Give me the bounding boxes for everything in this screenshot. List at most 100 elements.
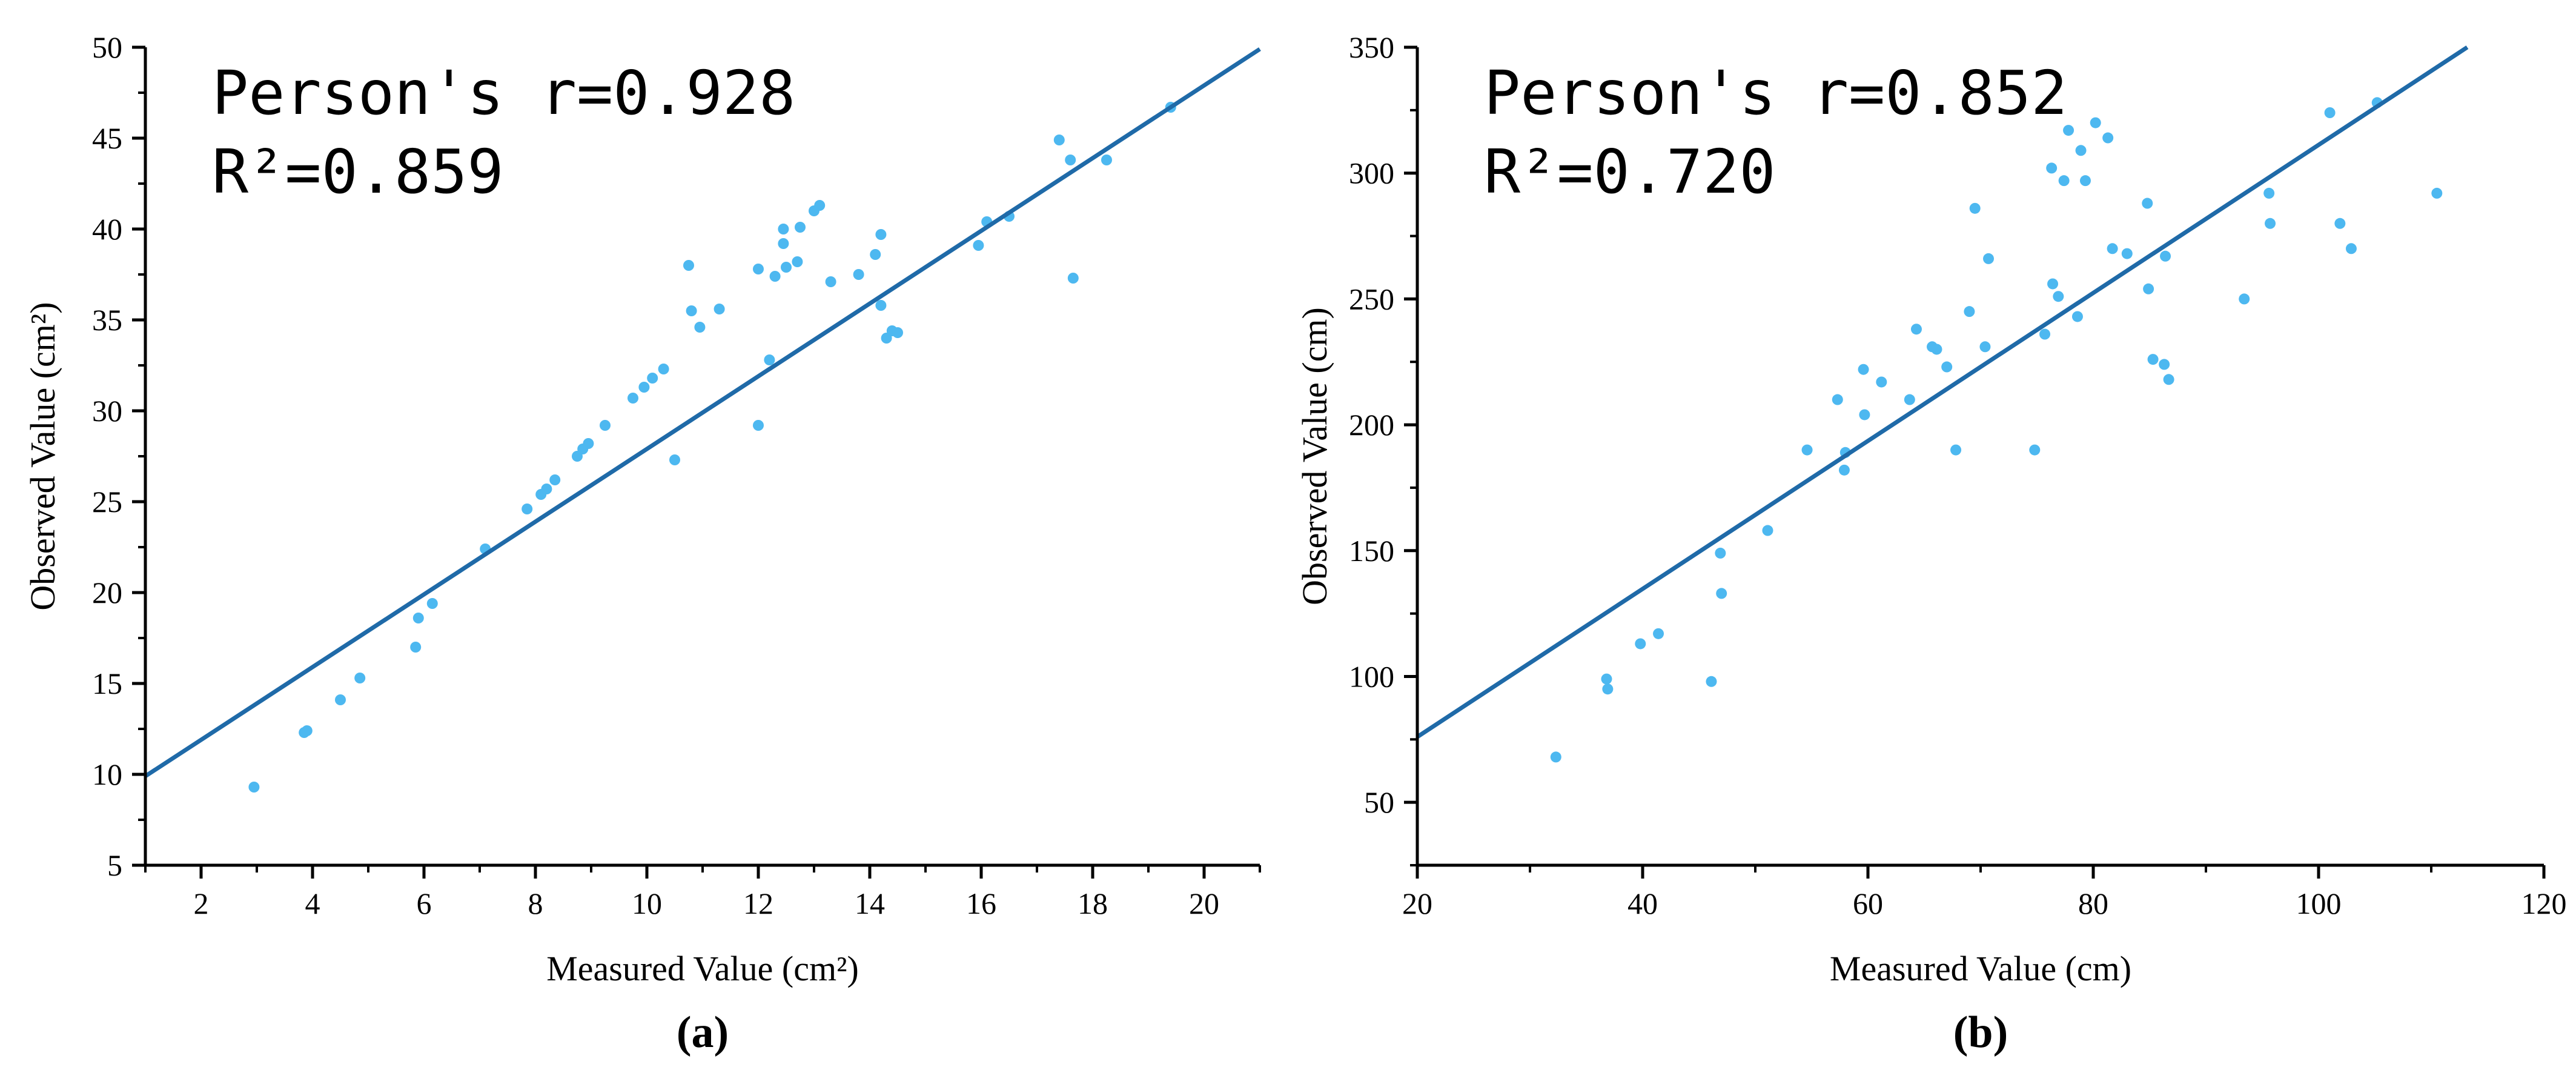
data-point (354, 673, 366, 683)
y-tick-label: 100 (1349, 659, 1394, 693)
y-tick-label: 30 (92, 394, 122, 428)
chart-b-points (1550, 97, 2443, 763)
data-point (301, 725, 313, 736)
data-point (694, 322, 706, 333)
data-point (764, 354, 775, 365)
data-point (2029, 444, 2041, 456)
data-point (1101, 155, 1112, 165)
data-point (778, 224, 789, 234)
data-point (753, 420, 764, 431)
x-tick-label: 60 (1853, 886, 1883, 920)
y-tick-label: 200 (1349, 408, 1394, 442)
data-point (2147, 354, 2159, 365)
data-point (1931, 344, 1942, 355)
data-point (1716, 588, 1727, 599)
y-tick-label: 300 (1349, 156, 1394, 190)
data-point (2324, 107, 2336, 118)
data-point (2239, 293, 2250, 305)
data-point (1983, 253, 1995, 264)
y-tick-label: 50 (1364, 785, 1394, 819)
chart-a-points (248, 102, 1176, 793)
data-point (1762, 525, 1773, 536)
data-point (1550, 751, 1561, 763)
x-tick-label: 14 (855, 886, 885, 920)
data-point (892, 327, 903, 338)
data-point (1602, 683, 1614, 695)
y-tick-label: 40 (92, 212, 122, 246)
chart-b-fit-line (1416, 45, 2469, 739)
y-tick-label: 10 (92, 757, 122, 791)
data-point (1858, 364, 1869, 375)
y-tick-label: 250 (1349, 282, 1394, 316)
data-point (2079, 175, 2091, 187)
x-tick-label: 120 (2521, 886, 2567, 920)
x-tick-label: 2 (194, 886, 209, 920)
y-tick-label: 15 (92, 666, 122, 700)
data-point (2159, 359, 2170, 370)
data-point (669, 454, 680, 465)
data-point (2071, 311, 2083, 322)
chart-b-annotation-r: Person's r=0.852 (1484, 58, 2067, 128)
data-point (1065, 155, 1076, 165)
data-point (2431, 187, 2443, 199)
chart-b-y-axis-label: Observed Value (cm) (1295, 307, 1334, 605)
data-point (1635, 638, 1646, 650)
data-point (814, 200, 826, 211)
chart-panel-b: 20 40 60 80 100 120 50 100 150 200 250 300 350 Perso… (1295, 30, 2567, 1057)
data-point (1904, 394, 1915, 405)
data-point (1941, 361, 1953, 373)
chart-b-panel-label: (b) (1953, 1008, 2008, 1057)
chart-panel-a: 2 4 6 8 10 12 14 16 18 20 5 10 15 20 25 30 35 40 45 50 Pers… (23, 30, 1261, 1057)
x-tick-label: 16 (966, 886, 996, 920)
data-point (1876, 376, 1887, 388)
x-tick-label: 100 (2296, 886, 2342, 920)
x-tick-label: 80 (2078, 886, 2108, 920)
data-point (2102, 132, 2114, 144)
data-point (549, 474, 561, 485)
chart-a-fit-line (144, 47, 1261, 778)
data-point (769, 271, 781, 282)
x-tick-label: 12 (743, 886, 773, 920)
data-point (1706, 676, 1717, 687)
data-point (410, 642, 422, 653)
data-point (2039, 328, 2051, 340)
data-point (426, 598, 438, 609)
data-point (753, 264, 764, 274)
chart-a-x-axis-label: Measured Value (cm²) (546, 949, 859, 988)
chart-b-axes (1415, 47, 2544, 867)
data-point (2075, 145, 2087, 156)
chart-a-panel-label: (a) (677, 1008, 729, 1057)
data-point (2047, 278, 2059, 290)
data-point (2090, 117, 2101, 128)
data-point (875, 229, 887, 240)
data-point (647, 373, 658, 384)
data-point (2163, 374, 2174, 385)
data-point (870, 249, 881, 260)
data-point (2265, 218, 2276, 229)
data-point (541, 484, 552, 494)
data-point (2345, 243, 2357, 254)
data-point (2160, 250, 2171, 262)
data-point (1801, 444, 1813, 456)
data-point (973, 240, 984, 251)
data-point (2143, 283, 2154, 294)
x-tick-label: 20 (1189, 886, 1219, 920)
y-tick-label: 350 (1349, 30, 1394, 64)
data-point (2121, 248, 2133, 259)
data-point (2046, 162, 2058, 174)
data-point (1601, 673, 1612, 685)
y-tick-label: 25 (92, 485, 122, 519)
chart-a-y-axis-label: Observed Value (cm²) (23, 302, 62, 610)
data-point (600, 420, 611, 431)
data-point (781, 262, 792, 273)
data-point (825, 276, 836, 287)
data-point (412, 613, 424, 623)
data-point (875, 300, 887, 311)
chart-a-ticks: 2 4 6 8 10 12 14 16 18 20 5 10 15 20 25 30 35 40 45 50 (92, 30, 1261, 920)
data-point (714, 304, 725, 314)
data-point (521, 504, 533, 514)
data-point (627, 393, 638, 404)
chart-a-annotation-r2: R²=0.859 (212, 136, 504, 207)
y-tick-label: 5 (107, 848, 122, 882)
data-point (1979, 341, 1991, 353)
